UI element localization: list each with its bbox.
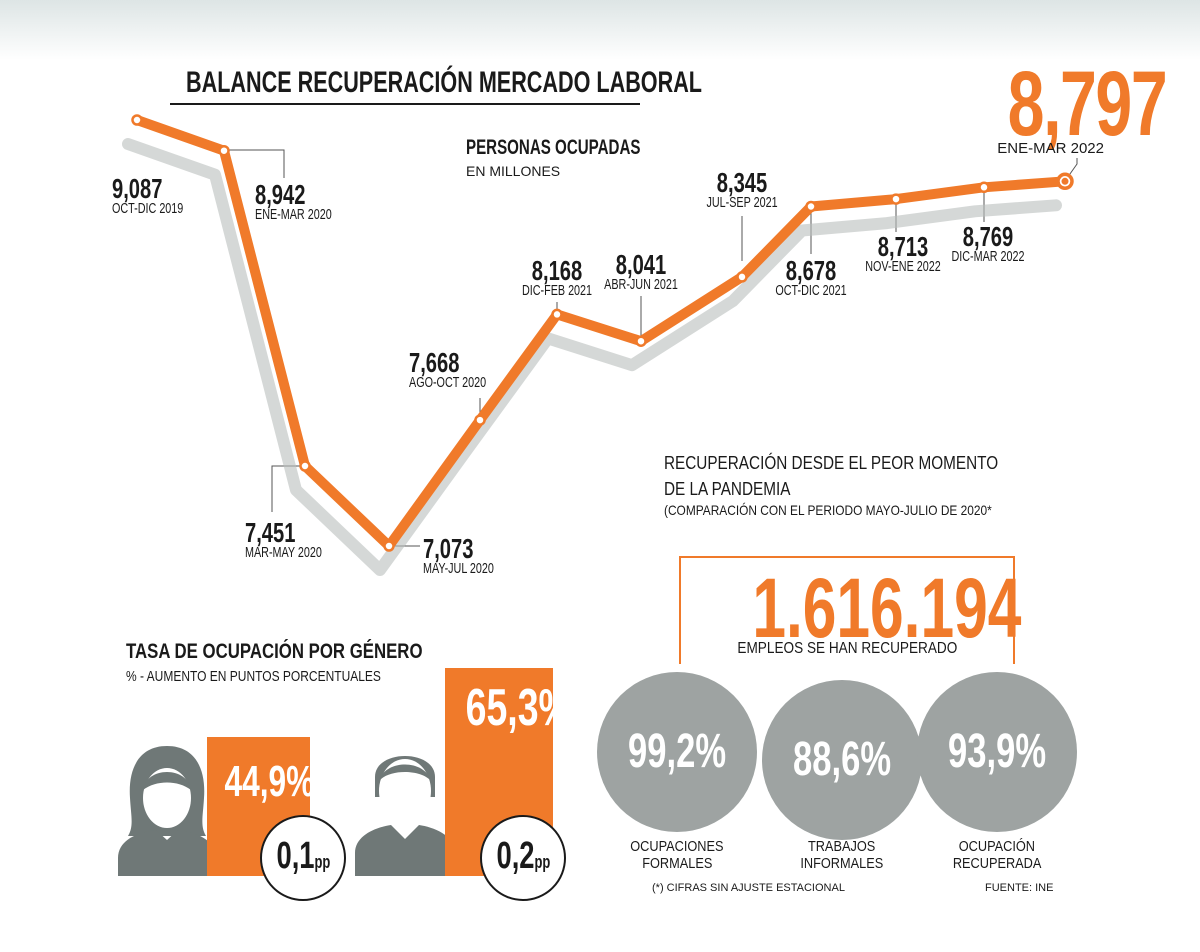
woman-icon xyxy=(118,746,216,876)
man-icon xyxy=(355,756,455,876)
data-point xyxy=(978,181,990,194)
recovery-label: EMPLEOS SE HAN RECUPERADO xyxy=(737,640,957,657)
footnote: (*) CIFRAS SIN AJUSTE ESTACIONAL xyxy=(652,882,845,894)
formal-value: 99,2% xyxy=(627,725,726,778)
period-label: OCT-DIC 2021 xyxy=(775,281,846,298)
informal-label: TRABAJOS INFORMALES xyxy=(800,838,884,872)
informal-circle: 88,6% xyxy=(762,680,922,840)
informal-value: 88,6% xyxy=(792,733,891,786)
period-label: DIC-MAR 2022 xyxy=(951,247,1024,264)
value-label: 8,942 xyxy=(255,180,305,211)
data-point xyxy=(474,414,486,426)
data-point xyxy=(890,193,902,205)
data-point xyxy=(736,271,748,283)
chart-title: PERSONAS OCUPADAS xyxy=(466,136,641,159)
period-label: ENE-MAR 2020 xyxy=(255,205,332,222)
top-band xyxy=(0,0,1200,60)
recovered-value: 93,9% xyxy=(947,725,1046,778)
title-rule xyxy=(170,103,640,105)
value-label: 7,073 xyxy=(423,534,473,565)
value-label: 8,769 xyxy=(963,222,1013,253)
recovery-box xyxy=(679,556,1015,664)
men-increase-badge: 0,2pp xyxy=(480,815,566,901)
value-label: 8,713 xyxy=(878,232,928,263)
period-label: MAY-JUL 2020 xyxy=(423,559,494,576)
period-label: MAR-MAY 2020 xyxy=(245,543,322,560)
gender-title: TASA DE OCUPACIÓN POR GÉNERO xyxy=(126,640,423,663)
recovery-title: RECUPERACIÓN DESDE EL PEOR MOMENTO DE LA… xyxy=(664,453,999,499)
period-label: ABR-JUN 2021 xyxy=(604,275,678,292)
period-label: NOV-ENE 2022 xyxy=(865,257,941,274)
value-label: 8,168 xyxy=(532,256,582,287)
main-title: BALANCE RECUPERACIÓN MERCADO LABORAL xyxy=(186,66,703,99)
men-increase: 0,2pp xyxy=(496,835,550,877)
data-point xyxy=(299,460,311,472)
series-line xyxy=(132,115,1070,551)
formal-label: OCUPACIONES FORMALES xyxy=(630,838,724,872)
women-rate: 44,9% xyxy=(224,757,315,806)
value-label: 9,087 xyxy=(112,174,162,205)
data-point xyxy=(383,540,395,552)
women-increase: 0,1pp xyxy=(276,835,330,877)
recovery-note: (COMPARACIÓN CON EL PERIODO MAYO-JULIO D… xyxy=(664,502,992,518)
men-rate: 65,3% xyxy=(465,679,572,737)
value-label: 7,451 xyxy=(245,518,295,549)
data-point xyxy=(551,308,563,321)
source: FUENTE: INE xyxy=(985,882,1054,894)
period-label: OCT-DIC 2019 xyxy=(112,199,183,216)
data-point xyxy=(635,335,647,347)
leader-line xyxy=(224,149,285,178)
recovery-value: 1.616.194 xyxy=(752,561,1022,655)
recovered-circle: 93,9% xyxy=(917,672,1077,832)
data-point xyxy=(131,114,143,126)
period-label: AGO-OCT 2020 xyxy=(409,373,486,390)
data-points xyxy=(131,114,1074,552)
data-point xyxy=(805,200,817,213)
value-label: 8,345 xyxy=(717,168,767,199)
recovered-label: OCUPACIÓN RECUPERADA xyxy=(952,838,1042,872)
women-increase-badge: 0,1pp xyxy=(260,815,346,901)
gender-note: % - AUMENTO EN PUNTOS PORCENTUALES xyxy=(126,668,381,685)
highlight-value: 8,797 xyxy=(1007,53,1168,155)
data-point xyxy=(218,144,230,157)
data-point-core xyxy=(1061,177,1069,185)
value-label: 7,668 xyxy=(409,348,459,379)
value-label: 8,041 xyxy=(616,250,666,281)
formal-circle: 99,2% xyxy=(597,672,757,832)
series-shadow-line xyxy=(122,138,1062,576)
period-label: JUL-SEP 2021 xyxy=(706,193,777,210)
value-label: 8,678 xyxy=(786,256,836,287)
chart-subtitle: EN MILLONES xyxy=(466,163,561,179)
highlight-period: ENE-MAR 2022 xyxy=(997,140,1104,157)
period-label: DIC-FEB 2021 xyxy=(522,281,592,298)
